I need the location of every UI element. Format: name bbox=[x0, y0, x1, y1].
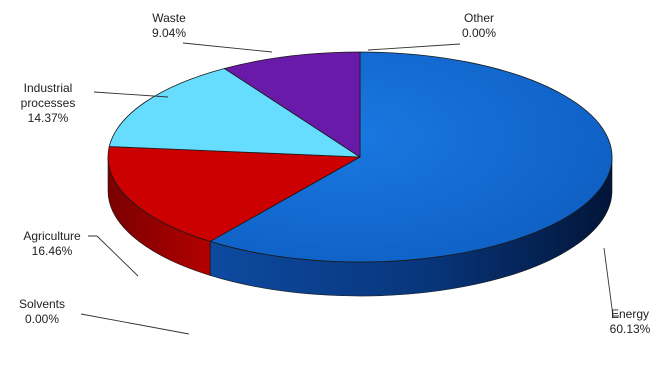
label-energy-value: 60.13% bbox=[610, 322, 651, 336]
label-industrial-processes-name: Industrial bbox=[24, 81, 73, 95]
leader-line-solvents bbox=[80, 313, 190, 335]
label-waste-name: Waste bbox=[152, 11, 186, 25]
pie-slice-industrial-processes bbox=[108, 68, 361, 158]
label-other-name: Other bbox=[464, 11, 494, 25]
label-agriculture-value: 16.46% bbox=[32, 244, 73, 258]
label-solvents-value: 0.00% bbox=[25, 312, 59, 326]
pie-slice-energy bbox=[209, 51, 613, 263]
label-solvents-name: Solvents bbox=[19, 297, 65, 311]
pie-slice-agriculture bbox=[107, 146, 361, 242]
leader-line-industrial-processes bbox=[93, 91, 169, 98]
label-waste-value: 9.04% bbox=[152, 26, 186, 40]
label-industrial-processes-value: 14.37% bbox=[28, 111, 69, 125]
label-energy-name: Energy bbox=[611, 307, 649, 321]
leader-line-other bbox=[367, 43, 461, 51]
pie-slice-waste bbox=[224, 51, 361, 158]
label-other-value: 0.00% bbox=[462, 26, 496, 40]
label-agriculture-name: Agriculture bbox=[23, 229, 81, 243]
leader-line-waste bbox=[182, 42, 273, 53]
leader-line-agriculture bbox=[88, 235, 139, 277]
leader-line-energy bbox=[603, 247, 619, 317]
label-industrial-processes-name: processes bbox=[21, 96, 76, 110]
